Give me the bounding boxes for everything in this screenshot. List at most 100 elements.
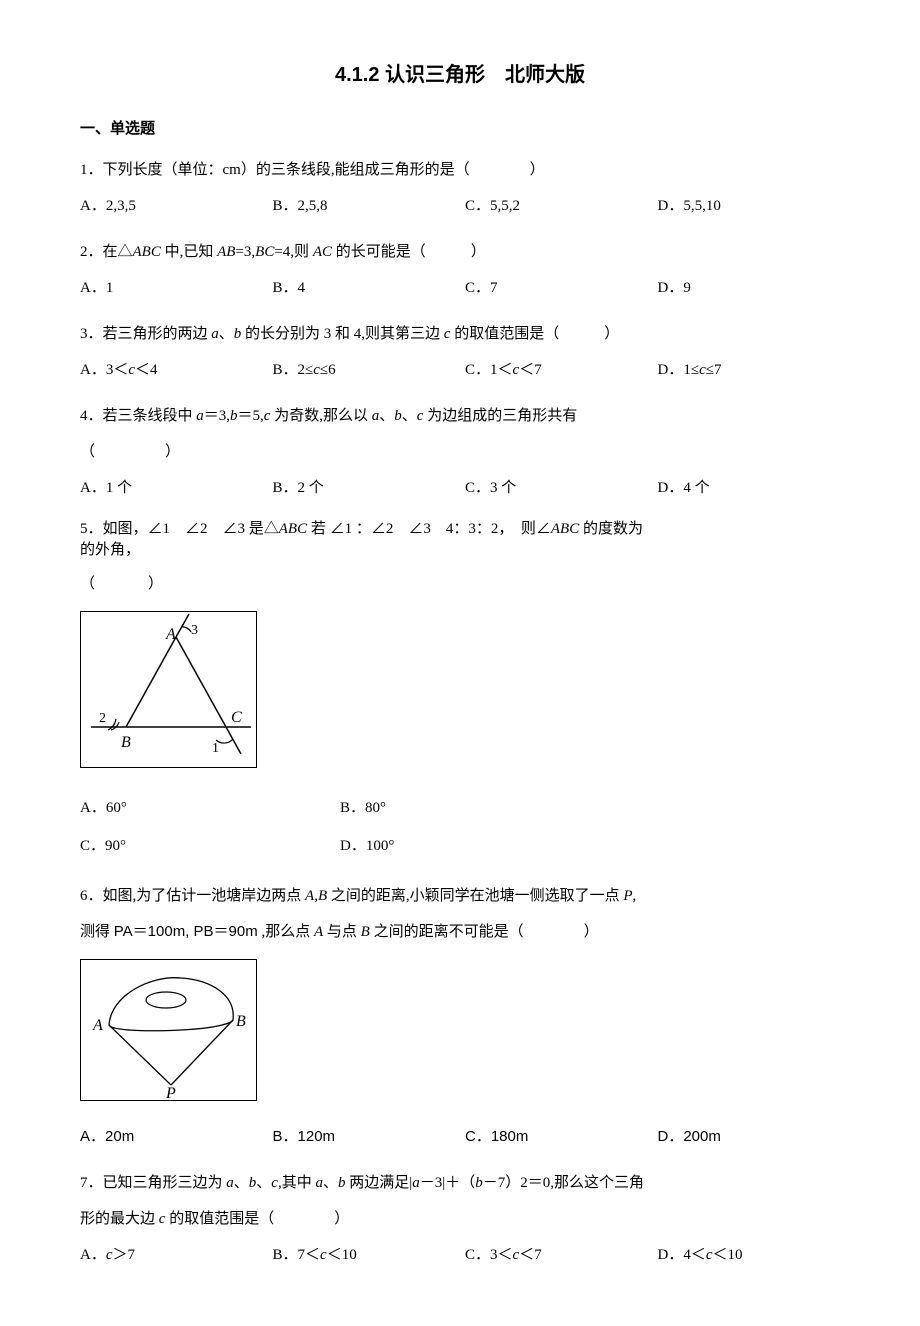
txt: 为边组成的三角形共有 xyxy=(423,408,577,424)
q6-opt-a: A．20m xyxy=(80,1122,263,1152)
txt: 、 xyxy=(323,1175,338,1191)
txt: ＞7 xyxy=(113,1247,136,1263)
q4-options: A．1 个 B．2 个 C．3 个 D．4 个 xyxy=(80,473,840,503)
q7-stem: 7．已知三角形三边为 a、b、c,其中 a、b 两边满足|a－3|＋（b－7）2… xyxy=(80,1168,840,1198)
txt: D．4＜ xyxy=(658,1247,706,1263)
q7-opt-c: C．3＜c＜7 xyxy=(465,1240,648,1270)
q5-opt-c: C．90° xyxy=(80,827,340,865)
txt: A．3＜ xyxy=(80,362,128,378)
txt: 的度数为 xyxy=(579,521,643,537)
c: c xyxy=(313,362,320,378)
q3-opt-c: C．1＜c＜7 xyxy=(465,355,648,385)
q6-options: A．20m B．120m C．180m D．200m xyxy=(80,1122,840,1152)
txt: ＜4 xyxy=(135,362,158,378)
txt: 若 ∠1 ：∠2 ∠3 4：3：2， 则∠ xyxy=(307,521,551,537)
c: c xyxy=(128,362,135,378)
q2-opt-c: C．7 xyxy=(465,273,648,303)
c: c xyxy=(706,1247,713,1263)
q2-stem: 2．在△ABC 中,已知 AB=3,BC=4,则 AC 的长可能是（ ） xyxy=(80,237,840,267)
q1-opt-c: C．5,5,2 xyxy=(465,191,648,221)
q7-stem2: 形的最大边 c 的取值范围是（ ） xyxy=(80,1204,840,1234)
txt: －7）2＝0,那么这个三角 xyxy=(483,1175,644,1191)
txt: 、 xyxy=(234,1175,249,1191)
c: c xyxy=(320,1247,327,1263)
q4-opt-a: A．1 个 xyxy=(80,473,263,503)
q2-bc: BC xyxy=(255,244,274,260)
txt: 5．如图，∠1 ∠2 ∠3 是△ xyxy=(80,521,279,537)
q3-pre: 3．若三角形的两边 xyxy=(80,326,211,342)
q2-ac: AC xyxy=(313,244,332,260)
label-A: A xyxy=(165,626,176,643)
q7-opt-b: B．7＜c＜10 xyxy=(273,1240,456,1270)
q3-options: A．3＜c＜4 B．2≤c≤6 C．1＜c＜7 D．1≤c≤7 xyxy=(80,355,840,385)
q2-eq1: =3, xyxy=(235,244,255,260)
pa: PA＝100m, PB＝90m xyxy=(114,923,258,940)
b: b xyxy=(475,1175,483,1191)
txt: 、 xyxy=(402,408,417,424)
txt: 与点 xyxy=(323,924,361,940)
q4-stem: 4．若三条线段中 a＝3,b＝5,c 为奇数,那么以 a、b、c 为边组成的三角… xyxy=(80,401,840,431)
txt: B．7＜ xyxy=(273,1247,321,1263)
label-B: B xyxy=(236,1013,246,1030)
q2-opt-a: A．1 xyxy=(80,273,263,303)
q4-opt-c: C．3 个 xyxy=(465,473,648,503)
txt: 、 xyxy=(379,408,394,424)
label-C: C xyxy=(231,709,242,726)
q6-stem: 6．如图,为了估计一池塘岸边两点 A,B 之间的距离,小颖同学在池塘一侧选取了一… xyxy=(80,881,840,911)
question-5: 5．如图，∠1 ∠2 ∠3 是△ABC 若 ∠1 ：∠2 ∠3 4：3：2， 则… xyxy=(80,519,840,865)
question-1: 1．下列长度（单位：cm）的三条线段,能组成三角形的是（ ） A．2,3,5 B… xyxy=(80,155,840,221)
q1-opt-d: D．5,5,10 xyxy=(658,191,841,221)
q7-options: A．c＞7 B．7＜c＜10 C．3＜c＜7 D．4＜c＜10 xyxy=(80,1240,840,1270)
q5-figure: A B C 1 2 3 xyxy=(80,611,257,768)
q6-figure: A B P xyxy=(80,959,257,1101)
label-B: B xyxy=(121,734,131,751)
q5-options: A．60° B．80° C．90° D．100° xyxy=(80,789,600,865)
txt: ＝3, xyxy=(204,408,230,424)
question-4: 4．若三条线段中 a＝3,b＝5,c 为奇数,那么以 a、b、c 为边组成的三角… xyxy=(80,401,840,503)
q2-opt-d: D．9 xyxy=(658,273,841,303)
txt: 为奇数,那么以 xyxy=(270,408,371,424)
q3-post: 的取值范围是（ ） xyxy=(450,326,619,342)
q2-post: 的长可能是（ ） xyxy=(332,244,486,260)
question-6: 6．如图,为了估计一池塘岸边两点 A,B 之间的距离,小颖同学在池塘一侧选取了一… xyxy=(80,881,840,1152)
B: B xyxy=(361,924,370,940)
q2-pre: 2．在△ xyxy=(80,244,133,260)
txt: 之间的距离,小颖同学在池塘一侧选取了一点 xyxy=(327,888,623,904)
txt: 、 xyxy=(256,1175,271,1191)
b: b xyxy=(394,408,402,424)
txt: 7．已知三角形三边为 xyxy=(80,1175,226,1191)
q3-stem: 3．若三角形的两边 a、b 的长分别为 3 和 4,则其第三边 c 的取值范围是… xyxy=(80,319,840,349)
txt: C．3＜ xyxy=(465,1247,513,1263)
q6-opt-c: C．180m xyxy=(465,1122,648,1152)
txt: ＜10 xyxy=(713,1247,743,1263)
txt: －3|＋（ xyxy=(420,1175,476,1191)
txt: ,其中 xyxy=(278,1175,316,1191)
q6-opt-b: B．120m xyxy=(273,1122,456,1152)
txt: ＝5, xyxy=(238,408,264,424)
txt: B．2≤ xyxy=(273,362,314,378)
q3-mid: 的长分别为 3 和 4,则其第三边 xyxy=(241,326,444,342)
txt: 形的最大边 xyxy=(80,1211,159,1227)
b: b xyxy=(338,1175,346,1191)
q3-a: a xyxy=(211,326,219,342)
q3-opt-b: B．2≤c≤6 xyxy=(273,355,456,385)
a: a xyxy=(196,408,204,424)
q6-opt-d: D．200m xyxy=(658,1122,841,1152)
txt: C．1＜ xyxy=(465,362,513,378)
txt: ＜7 xyxy=(519,1247,542,1263)
c: c xyxy=(106,1247,113,1263)
txt: ≤7 xyxy=(706,362,722,378)
abc: ABC xyxy=(551,521,579,537)
q4-opt-d: D．4 个 xyxy=(658,473,841,503)
a: a xyxy=(315,1175,323,1191)
txt: ≤6 xyxy=(320,362,336,378)
q7-opt-d: D．4＜c＜10 xyxy=(658,1240,841,1270)
page-title: 4.1.2 认识三角形 北师大版 xyxy=(80,60,840,90)
label-A: A xyxy=(92,1017,103,1034)
a: a xyxy=(226,1175,234,1191)
q3-opt-a: A．3＜c＜4 xyxy=(80,355,263,385)
A: A xyxy=(314,924,323,940)
question-7: 7．已知三角形三边为 a、b、c,其中 a、b 两边满足|a－3|＋（b－7）2… xyxy=(80,1168,840,1270)
q5-svg: A B C 1 2 3 xyxy=(81,612,256,767)
txt: D．1≤ xyxy=(658,362,700,378)
